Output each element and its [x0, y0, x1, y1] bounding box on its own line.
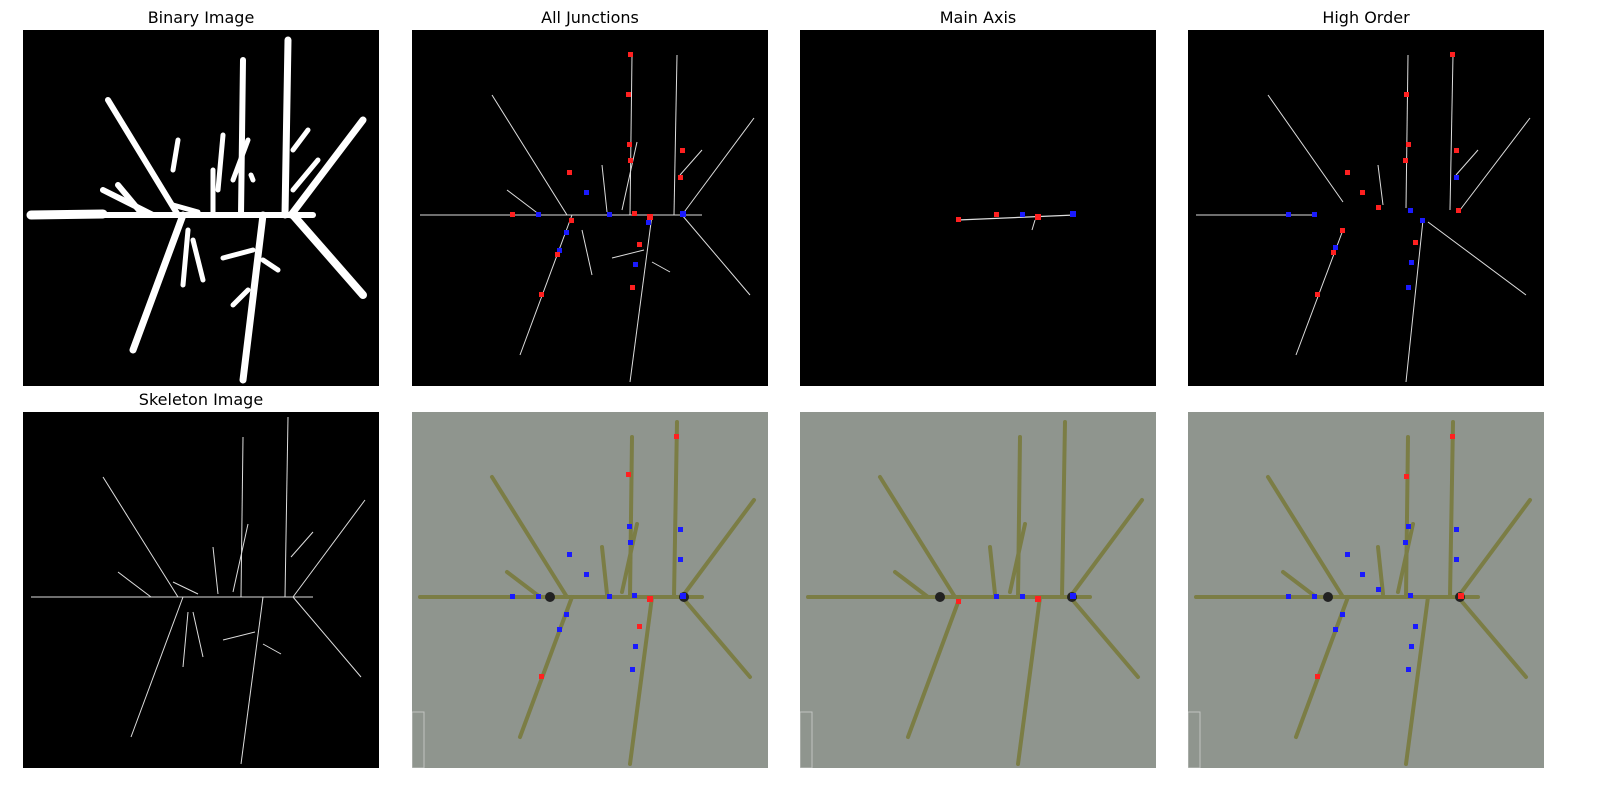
title-skeleton-image: Skeleton Image: [138, 390, 264, 409]
all-junctions-skeleton: [420, 52, 755, 383]
high-order-panel: [1188, 30, 1544, 386]
binary-image-panel: [23, 30, 379, 386]
photo-plant-main-axis: [800, 420, 1144, 768]
skeleton-lines: [31, 416, 366, 765]
photo-plant-high-order: [1188, 420, 1532, 768]
title-high-order: High Order: [1322, 8, 1410, 27]
main-axis-skeleton: [956, 211, 1076, 231]
photo-all-junctions-panel: [412, 412, 768, 768]
photo-plant-overlay: [412, 420, 756, 768]
photo-main-axis-panel: [800, 412, 1156, 768]
high-order-skeleton: [1196, 52, 1531, 383]
all-junctions-panel: [412, 30, 768, 386]
main-axis-panel: [800, 30, 1156, 386]
photo-high-order-panel: [1188, 412, 1544, 768]
skeleton-image-panel: [23, 412, 379, 768]
title-all-junctions: All Junctions: [541, 8, 639, 27]
title-binary-image: Binary Image: [147, 8, 255, 27]
title-main-axis: Main Axis: [939, 8, 1017, 27]
binary-plant-shape: [26, 36, 367, 384]
